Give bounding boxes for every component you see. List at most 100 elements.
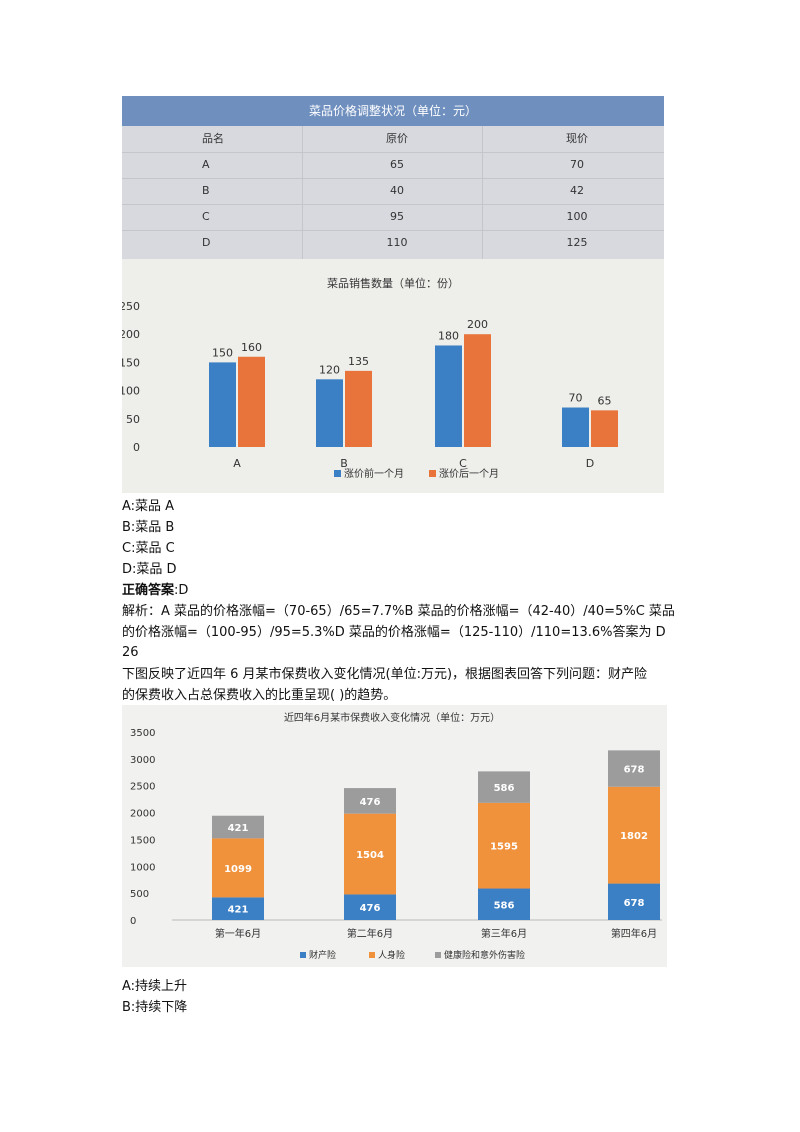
bar	[435, 345, 462, 447]
cell: 95	[390, 210, 404, 223]
cell: 110	[386, 236, 408, 249]
sales-chart: 菜品销售数量（单位：份） 0 50 100 150 200 250 150 160 A 120 135…	[119, 259, 664, 493]
y-tick-label: 3000	[130, 755, 155, 766]
cell: 70	[570, 158, 584, 171]
table-divider	[122, 152, 664, 153]
bar-segment	[344, 813, 396, 895]
bar-segment	[212, 897, 264, 920]
table-divider	[302, 126, 303, 259]
cell: 42	[570, 184, 584, 197]
bar-segment	[478, 771, 530, 803]
cell: A	[202, 158, 210, 171]
data-label: 120	[319, 363, 340, 376]
x-tick-label: 第三年6月	[481, 927, 527, 940]
option-a: A:持续上升	[122, 979, 188, 994]
table-divider	[122, 178, 664, 179]
legend-swatch	[429, 470, 436, 477]
option-b: B:持续下降	[122, 1000, 188, 1015]
bar	[562, 407, 589, 447]
legend-swatch	[300, 952, 306, 958]
stem-line: 的保费收入占总保费收入的比重呈现( )的趋势。	[122, 688, 397, 703]
bar-segment	[608, 750, 660, 787]
x-tick-label: B	[340, 457, 348, 470]
bar	[316, 379, 343, 447]
data-label: 1099	[224, 864, 252, 875]
y-tick-label: 50	[126, 413, 140, 426]
legend-label: 财产险	[309, 949, 336, 961]
header-original: 原价	[386, 132, 408, 145]
y-tick-label: 0	[133, 441, 140, 454]
data-label: 678	[624, 898, 645, 909]
table-header-row: 品名 原价 现价	[122, 126, 664, 152]
cell: 65	[390, 158, 404, 171]
data-label: 1802	[620, 831, 648, 842]
legend-swatch	[435, 952, 441, 958]
price-table: 菜品价格调整状况（单位：元） 品名 原价 现价 A 65 70 B 40 42 …	[122, 96, 664, 259]
x-tick-label: A	[233, 457, 241, 470]
legend-label: 健康险和意外伤害险	[444, 949, 525, 961]
table-row: D 110 125	[122, 230, 664, 256]
x-tick-label: C	[459, 457, 467, 470]
data-label: 586	[494, 900, 515, 911]
bar	[464, 334, 491, 447]
table-title: 菜品价格调整状况（单位：元）	[122, 96, 664, 126]
question-stem: 下图反映了近四年 6 月某市保费收入变化情况(单位:万元)，根据图表回答下列问题…	[122, 664, 682, 706]
data-label: 200	[467, 318, 488, 331]
sales-chart-svg: 菜品销售数量（单位：份） 0 50 100 150 200 250 150 160 A 120 135…	[119, 276, 618, 480]
table-row: C 95 100	[122, 204, 664, 230]
answer-value: :D	[174, 583, 189, 598]
bar-segment	[344, 894, 396, 920]
header-name: 品名	[202, 132, 224, 145]
option-d: D:菜品 D	[122, 562, 177, 577]
explanation-line: 的价格涨幅=（100-95）/95=5.3%D 菜品的价格涨幅=（125-110…	[122, 625, 666, 640]
x-tick-label: 第四年6月	[611, 927, 657, 940]
x-tick-label: D	[586, 457, 594, 470]
bar-segment	[608, 883, 660, 920]
table-divider	[122, 230, 664, 231]
data-label: 65	[598, 394, 612, 407]
y-tick-label: 150	[122, 356, 140, 369]
data-label: 180	[438, 329, 459, 342]
table-row: B 40 42	[122, 178, 664, 204]
chart-title: 菜品销售数量（单位：份）	[327, 276, 459, 290]
header-current: 现价	[566, 132, 588, 145]
data-label: 1595	[490, 842, 518, 853]
bar-segment	[212, 815, 264, 839]
y-tick-label: 1500	[130, 835, 155, 846]
bar	[209, 362, 236, 447]
explanation: 解析：A 菜品的价格涨幅=（70-65）/65=7.7%B 菜品的价格涨幅=（4…	[122, 601, 682, 643]
stem-line: 下图反映了近四年 6 月某市保费收入变化情况(单位:万元)，根据图表回答下列问题…	[122, 667, 648, 682]
bar	[591, 410, 618, 447]
premium-chart: 近四年6月某市保费收入变化情况（单位：万元） 0 500 1000 1500 2000 25…	[122, 705, 667, 967]
legend-swatch	[334, 470, 341, 477]
data-label: 160	[241, 341, 262, 354]
option-a: A:菜品 A	[122, 499, 175, 514]
cell: D	[202, 236, 211, 249]
cell: C	[202, 210, 210, 223]
option-b: B:菜品 B	[122, 520, 175, 535]
bar-segment	[344, 788, 396, 814]
cell: 125	[566, 236, 588, 249]
data-label: 135	[348, 355, 369, 368]
table-row: A 65 70	[122, 152, 664, 178]
y-tick-label: 2500	[130, 782, 155, 793]
bar-segment	[478, 802, 530, 889]
data-label: 586	[494, 783, 515, 794]
data-label: 421	[228, 905, 249, 916]
bar-segment	[212, 838, 264, 898]
y-tick-label: 2000	[130, 809, 155, 820]
table-divider	[482, 126, 483, 259]
answer-label: 正确答案	[122, 583, 175, 598]
bar-segment	[478, 888, 530, 920]
premium-chart-svg: 近四年6月某市保费收入变化情况（单位：万元） 0 500 1000 1500 2000 25…	[130, 711, 662, 961]
legend-label: 人身险	[378, 949, 405, 961]
data-label: 70	[569, 392, 583, 405]
legend-label: 涨价后一个月	[439, 468, 499, 480]
chart-title: 近四年6月某市保费收入变化情况（单位：万元）	[284, 711, 500, 724]
cell: B	[202, 184, 210, 197]
data-label: 150	[212, 346, 233, 359]
legend-label: 涨价前一个月	[344, 467, 404, 480]
y-tick-label: 100	[122, 385, 140, 398]
table-divider	[122, 204, 664, 205]
data-label: 1504	[356, 850, 384, 861]
